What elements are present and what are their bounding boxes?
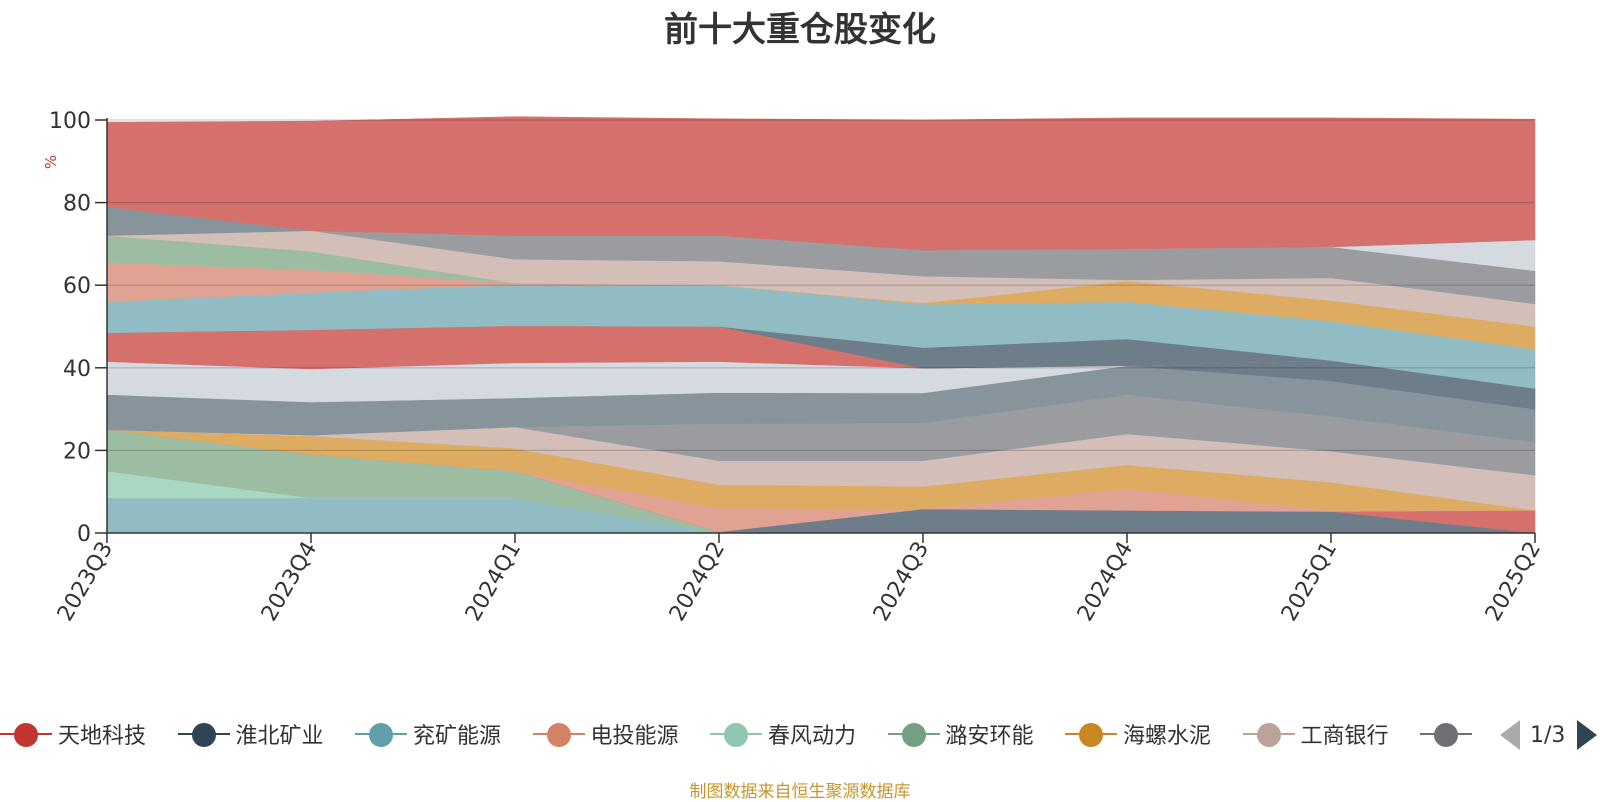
y-tick-label: 100 — [49, 109, 91, 134]
stacked-area-chart: 0 20 40 60 80 100% 2023Q3 2023Q4 2024Q1 2024Q2 202… — [42, 109, 1546, 626]
y-axis-label: % — [42, 155, 60, 169]
legend-label: 海螺水泥 — [1123, 724, 1212, 749]
legend-marker-icon — [532, 710, 585, 758]
legend-item[interactable]: 兖矿能源 — [355, 710, 501, 758]
legend: 天地科技 淮北矿业 兖矿能源 电投能源 春风动力 潞安环能 海螺水泥 工商银行 其 — [0, 710, 1475, 758]
x-tick-label: 2025Q1 — [1277, 538, 1342, 626]
legend-marker-icon — [887, 710, 940, 758]
chart-title: 前十大重仓股变化 — [664, 10, 936, 50]
legend-item[interactable]: 淮北矿业 — [177, 710, 324, 758]
legend-item[interactable]: 天地科技 — [0, 710, 146, 758]
pager-prev-icon[interactable] — [1500, 720, 1520, 750]
legend-label: 兖矿能源 — [413, 724, 502, 749]
y-tick-label: 80 — [63, 192, 91, 217]
legend-item[interactable]: 春风动力 — [710, 710, 856, 758]
legend-item[interactable]: 潞安环能 — [887, 710, 1034, 758]
legend-label: 电投能源 — [590, 724, 679, 749]
legend-marker-icon — [0, 710, 52, 758]
x-tick-label: 2024Q3 — [869, 538, 934, 626]
area-band-22 — [106, 116, 1536, 251]
legend-marker-icon — [355, 710, 407, 758]
y-tick-label: 0 — [77, 522, 91, 547]
x-tick-label: 2023Q3 — [53, 538, 118, 626]
y-tick-label: 60 — [63, 274, 91, 299]
legend-label: 潞安环能 — [945, 724, 1034, 749]
x-tick-label: 2024Q2 — [665, 538, 730, 626]
source-note: 制图数据来自恒生聚源数据库 — [689, 782, 911, 802]
legend-item[interactable]: 海螺水泥 — [1065, 710, 1211, 758]
legend-label: 淮北矿业 — [235, 724, 324, 749]
legend-marker-icon — [177, 710, 230, 758]
x-tick-label: 2024Q1 — [461, 538, 526, 626]
x-tick-label: 2024Q4 — [1073, 538, 1138, 626]
legend-label: 春风动力 — [768, 724, 857, 749]
legend-label: 天地科技 — [58, 724, 147, 749]
y-tick-label: 20 — [63, 439, 91, 464]
legend-item[interactable]: 工商银行 — [1242, 710, 1389, 758]
legend-marker-icon — [1065, 710, 1117, 758]
pager-next-icon[interactable] — [1577, 720, 1598, 750]
y-tick-label: 40 — [63, 357, 91, 382]
legend-marker-icon — [1420, 710, 1472, 758]
legend-marker-icon — [1242, 710, 1295, 758]
legend-item[interactable]: 其 — [1420, 710, 1475, 758]
legend-marker-icon — [710, 710, 762, 758]
pager-text: 1/3 — [1530, 722, 1566, 748]
legend-label: 工商银行 — [1300, 724, 1389, 749]
x-tick-label: 2023Q4 — [257, 538, 322, 626]
legend-item[interactable]: 电投能源 — [532, 710, 679, 758]
legend-pager: 1/3 — [1500, 718, 1598, 752]
x-tick-label: 2025Q2 — [1481, 538, 1546, 626]
